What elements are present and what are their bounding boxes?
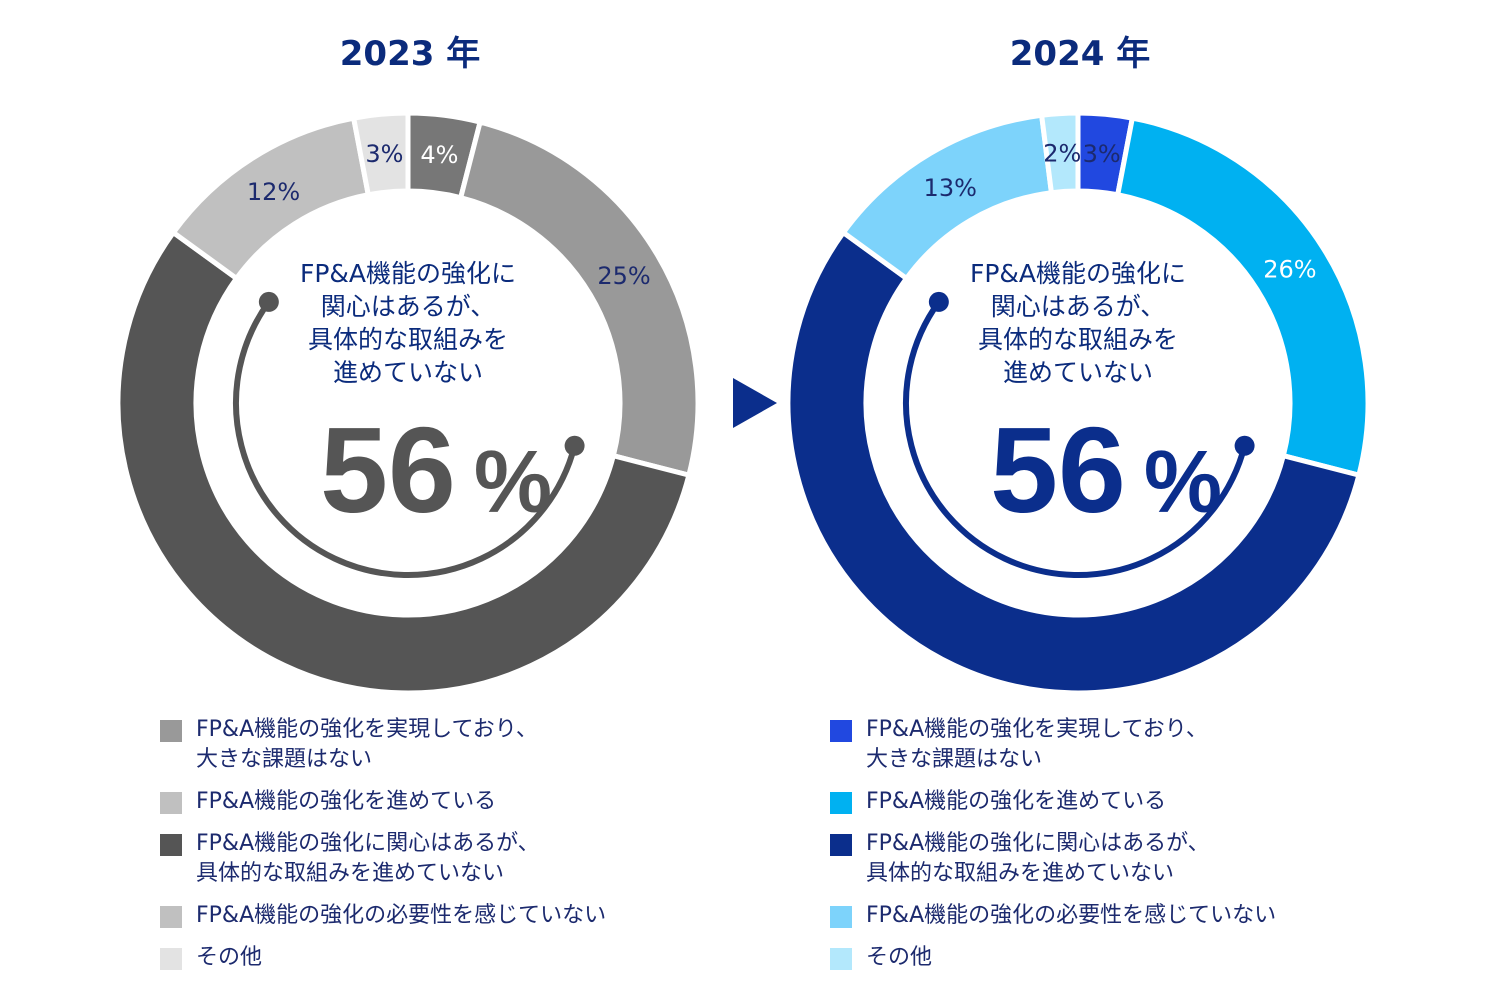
chart-2023-panel: 2023 年 4% 25% 12% 3% FP&A機能の強化に 関心はあるが、 具体的な取組… [60,0,760,1000]
slice-value-label: 4% [420,141,458,169]
play-arrow-right-icon [733,378,777,428]
donut-slice [457,119,701,479]
center-caption-line: 進めていない [1003,358,1153,387]
legend-swatch [160,792,182,814]
center-caption-line: FP&A機能の強化に [970,259,1186,288]
slice-value-label: 2% [1043,139,1081,167]
center-caption-line: 具体的な取組みを [308,325,508,354]
center-caption-line: 関心はあるが、 [321,292,496,321]
bracket-arc [903,300,1248,578]
legend-label: FP&A機能の強化を実現しており、 大きな課題はない [866,717,1208,772]
legend-label: FP&A機能の強化に関心はあるが、 具体的な取組みを進めていない [866,831,1210,886]
legend-label: FP&A機能の強化に関心はあるが、 具体的な取組みを進めていない [196,831,540,886]
slice-value-label: 3% [1083,140,1121,168]
legend-label: その他 [196,945,263,970]
legend-label: その他 [866,945,933,970]
chart-title: 2024 年 [1009,34,1151,74]
legend-item: FP&A機能の強化の必要性を感じていない [830,901,1390,931]
center-caption-line: 具体的な取組みを [978,325,1178,354]
legend-item: FP&A機能の強化の必要性を感じていない [160,901,720,931]
bracket-arc [233,300,578,578]
center-unit: % [474,432,552,531]
center-unit: % [1144,432,1222,531]
legend-item: FP&A機能の強化を進めている [830,787,1390,817]
legend: FP&A機能の強化を実現しており、 大きな課題はない FP&A機能の強化を進めてい… [830,715,1390,985]
center-caption-line: 進めていない [333,358,483,387]
slice-value-label: 25% [597,262,650,290]
center-value: 56 [990,402,1126,538]
legend-swatch [830,906,852,928]
legend-label: FP&A機能の強化を実現しており、 大きな課題はない [196,717,538,772]
donut-chart: 4% 25% 12% 3% FP&A機能の強化に関心はあるが、具体的な取組みを進めていな… [115,110,701,696]
donut-slice [350,110,411,198]
legend-swatch [160,948,182,970]
center-caption-line: FP&A機能の強化に [300,259,516,288]
legend-swatch [160,834,182,856]
legend-item: FP&A機能の強化に関心はあるが、 具体的な取組みを進めていない [830,829,1390,889]
bracket-endpoint [1234,435,1255,456]
slice-value-label: 12% [247,178,300,206]
legend-swatch [830,834,852,856]
donut-slice [115,229,692,696]
bracket-endpoint [928,291,949,312]
legend-label: FP&A機能の強化の必要性を感じていない [196,903,607,928]
donut-slice [785,229,1362,696]
legend-label: FP&A機能の強化を進めている [866,789,1167,814]
slice-value-label: 26% [1263,256,1316,284]
legend-label: FP&A機能の強化の必要性を感じていない [866,903,1277,928]
legend-item: FP&A機能の強化を進めている [160,787,720,817]
legend-swatch [160,906,182,928]
legend-item: FP&A機能の強化を実現しており、 大きな課題はない [160,715,720,775]
donut-slice [1114,115,1371,479]
legend-item: その他 [160,943,720,973]
legend-item: FP&A機能の強化に関心はあるが、 具体的な取組みを進めていない [160,829,720,889]
bracket-endpoint [258,291,279,312]
legend-swatch [160,720,182,742]
bracket-endpoint [564,435,585,456]
legend-swatch [830,948,852,970]
slice-value-label: 13% [924,174,977,202]
legend-item: FP&A機能の強化を実現しており、 大きな課題はない [830,715,1390,775]
arrow-shape [733,378,777,428]
legend-label: FP&A機能の強化を進めている [196,789,497,814]
chart-2024-panel: 2024 年 3% 26% 13% 2% FP&A機能の強化に 関心はあるが、 具体的な取組… [730,0,1430,1000]
slice-value-label: 3% [365,140,403,168]
donut-slice [1038,110,1081,196]
donut-chart: 3% 26% 13% 2% FP&A機能の強化に関心はあるが、具体的な取組みを進めていな… [785,110,1371,696]
legend: FP&A機能の強化を実現しており、 大きな課題はない FP&A機能の強化を進めてい… [160,715,720,985]
legend-item: その他 [830,943,1390,973]
center-value: 56 [320,402,456,538]
legend-swatch [830,720,852,742]
center-caption-line: 関心はあるが、 [991,292,1166,321]
legend-swatch [830,792,852,814]
chart-title: 2023 年 [339,34,481,74]
